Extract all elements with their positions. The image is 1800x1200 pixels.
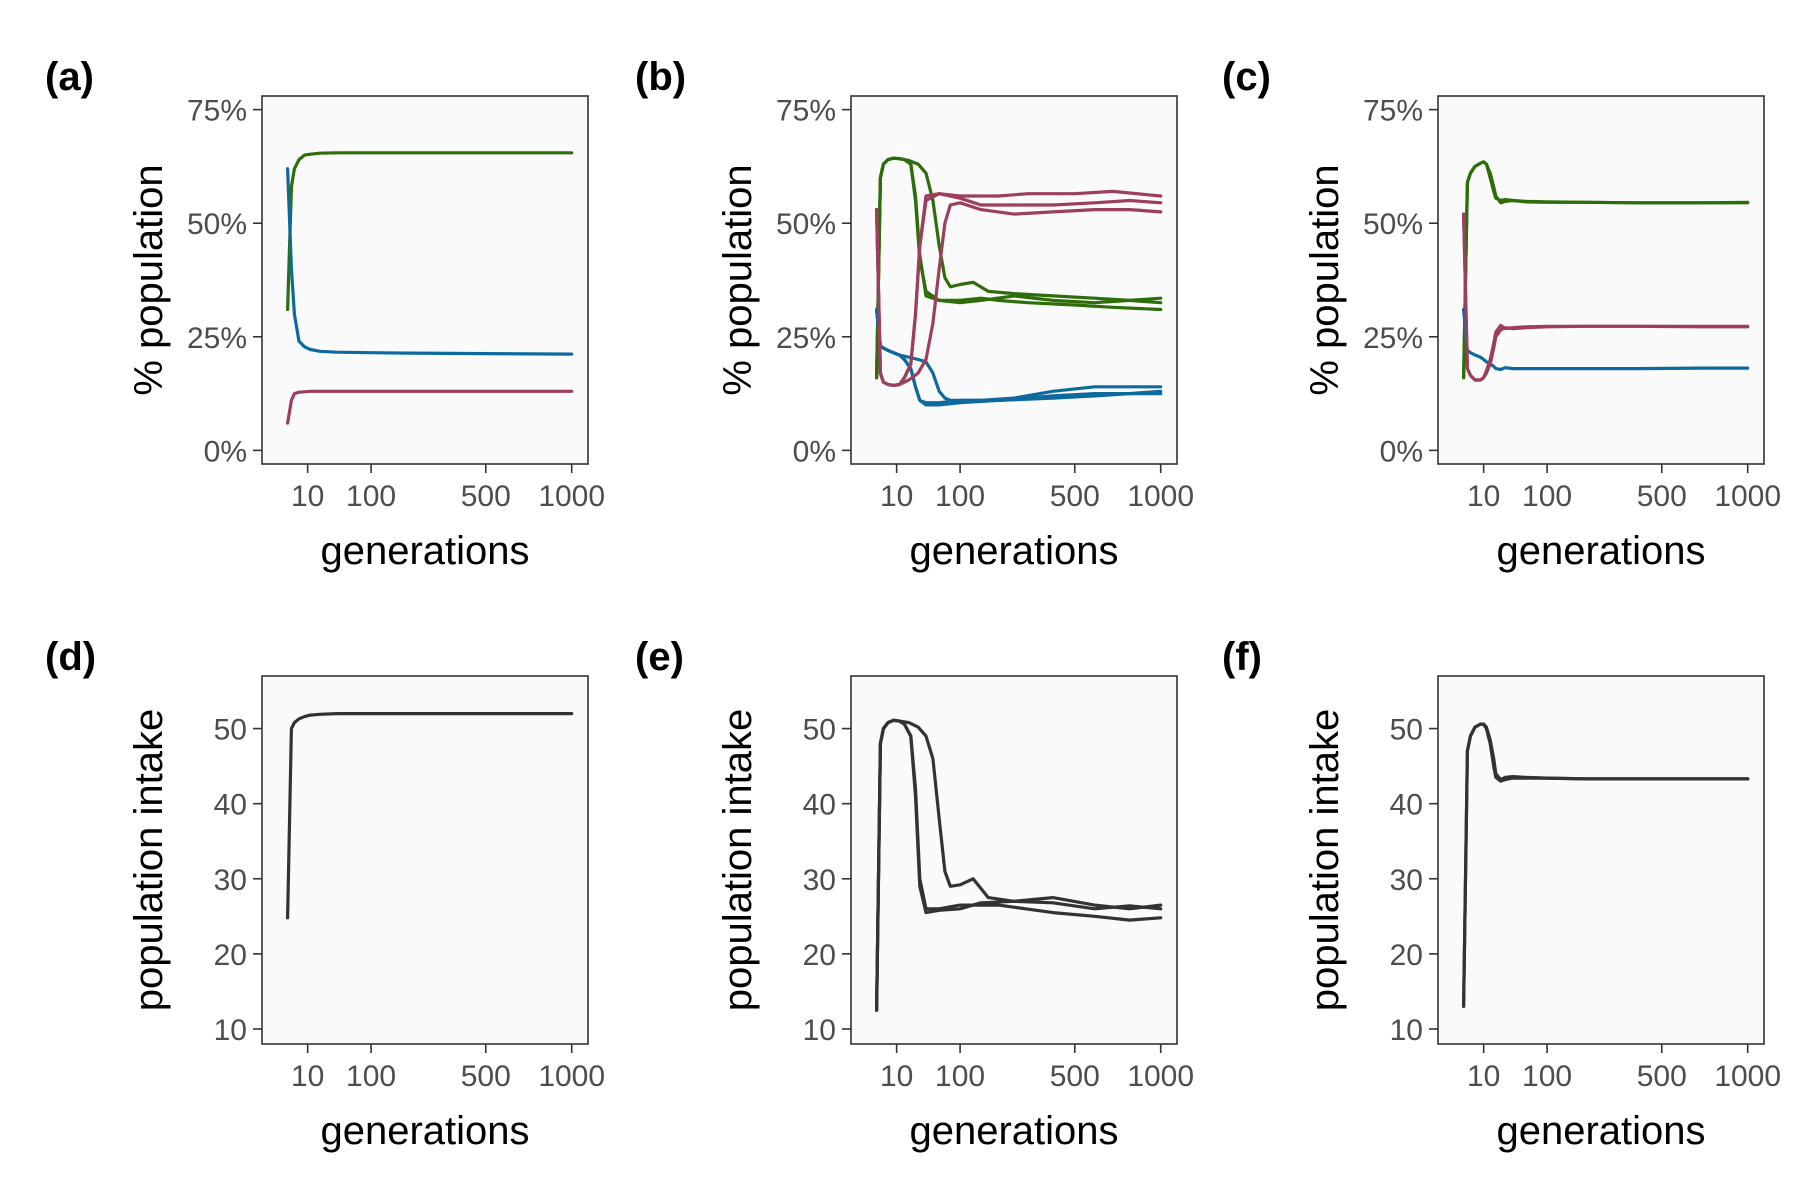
panel-letter: (d)	[45, 635, 96, 679]
x-axis-title: generations	[909, 1109, 1118, 1153]
y-tick-label: 20	[214, 939, 247, 972]
y-tick-label: 50	[1390, 714, 1423, 747]
y-tick-label: 10	[1390, 1014, 1423, 1047]
y-tick-label: 25%	[1363, 322, 1423, 355]
x-tick-label: 1000	[1714, 1060, 1781, 1093]
y-tick-label: 20	[1390, 939, 1423, 972]
panel-f: (f) 10 100 500 1000 10 20 30 40 50 generations popu…	[1222, 635, 1781, 1153]
series-line-dark	[1462, 722, 1750, 1008]
panel-a: (a) 10 100 500 1000 0% 25% 50% 75% generations % p…	[45, 55, 605, 573]
x-tick-label: 1000	[1127, 480, 1194, 513]
series-line-blue	[875, 307, 1163, 407]
y-axis-title: population intake	[127, 709, 171, 1011]
y-tick-label: 20	[803, 939, 836, 972]
series-line-blue	[286, 167, 574, 356]
plot-area	[261, 95, 589, 465]
y-tick-label: 50%	[187, 208, 247, 241]
x-axis-title: generations	[909, 529, 1118, 573]
panel-b: (b) 10 100 500 1000 0% 25% 50% 75% generations % p…	[635, 55, 1194, 573]
x-tick-label: 100	[346, 1060, 396, 1093]
y-tick-label: 75%	[776, 95, 836, 128]
y-tick-label: 50	[803, 714, 836, 747]
y-tick-label: 25%	[776, 322, 836, 355]
x-tick-label: 10	[880, 1060, 913, 1093]
y-tick-label: 0%	[1380, 435, 1423, 468]
y-axis-title: % population	[716, 164, 760, 395]
plot-area	[1437, 95, 1765, 465]
x-tick-label: 1000	[538, 480, 605, 513]
plot-area	[850, 675, 1178, 1045]
x-tick-label: 1000	[1127, 1060, 1194, 1093]
y-tick-label: 50	[214, 714, 247, 747]
y-axis-title: % population	[1303, 164, 1347, 395]
y-tick-label: 50%	[776, 208, 836, 241]
y-tick-label: 10	[214, 1014, 247, 1047]
x-tick-label: 10	[1467, 480, 1500, 513]
panel-letter: (a)	[45, 55, 94, 99]
x-tick-label: 100	[346, 480, 396, 513]
y-tick-label: 30	[214, 864, 247, 897]
y-tick-label: 10	[803, 1014, 836, 1047]
series-line-blue	[1462, 307, 1750, 372]
x-axis-title: generations	[1496, 1109, 1705, 1153]
panel-letter: (f)	[1222, 635, 1262, 679]
y-axis-title: population intake	[716, 709, 760, 1011]
y-tick-label: 40	[1390, 789, 1423, 822]
y-tick-label: 30	[1390, 864, 1423, 897]
panel-d: (d) 10 100 500 1000 10 20 30 40 50 generations popu…	[45, 635, 605, 1153]
x-tick-label: 500	[461, 1060, 511, 1093]
y-tick-label: 25%	[187, 322, 247, 355]
y-tick-label: 40	[214, 789, 247, 822]
panel-letter: (c)	[1222, 55, 1271, 99]
x-tick-label: 1000	[1714, 480, 1781, 513]
series-line-red	[1462, 212, 1750, 382]
x-axis-title: generations	[320, 529, 529, 573]
y-tick-label: 0%	[793, 435, 836, 468]
series-line-dark	[286, 712, 574, 920]
y-axis-title: % population	[127, 164, 171, 395]
x-tick-label: 500	[1637, 1060, 1687, 1093]
x-tick-label: 10	[880, 480, 913, 513]
x-tick-label: 500	[1050, 1060, 1100, 1093]
plot-area	[1437, 675, 1765, 1045]
panel-c: (c) 10 100 500 1000 0% 25% 50% 75% generations % p…	[1222, 55, 1781, 573]
series-line-red	[875, 192, 1163, 387]
x-tick-label: 100	[1522, 1060, 1572, 1093]
y-tick-label: 0%	[204, 435, 247, 468]
y-tick-label: 75%	[1363, 95, 1423, 128]
x-tick-label: 1000	[538, 1060, 605, 1093]
y-tick-label: 75%	[187, 95, 247, 128]
x-axis-title: generations	[1496, 529, 1705, 573]
x-tick-label: 500	[461, 480, 511, 513]
x-tick-label: 100	[935, 480, 985, 513]
x-tick-label: 10	[1467, 1060, 1500, 1093]
x-axis-title: generations	[320, 1109, 529, 1153]
plot-area	[850, 95, 1178, 465]
panel-letter: (e)	[635, 635, 684, 679]
panel-letter: (b)	[635, 55, 686, 99]
x-tick-label: 100	[1522, 480, 1572, 513]
series-line-red	[286, 389, 574, 425]
panel-e: (e) 10 100 500 1000 10 20 30 40 50 generations popu…	[635, 635, 1194, 1153]
x-tick-label: 10	[291, 1060, 324, 1093]
y-tick-label: 50%	[1363, 208, 1423, 241]
x-tick-label: 500	[1637, 480, 1687, 513]
series-line-green	[1462, 160, 1750, 380]
y-axis-title: population intake	[1303, 709, 1347, 1011]
series-line-green	[286, 151, 574, 312]
x-tick-label: 500	[1050, 480, 1100, 513]
y-tick-label: 30	[803, 864, 836, 897]
series-line-dark	[875, 718, 1163, 1012]
y-tick-label: 40	[803, 789, 836, 822]
plot-area	[261, 675, 589, 1045]
x-tick-label: 100	[935, 1060, 985, 1093]
x-tick-label: 10	[291, 480, 324, 513]
